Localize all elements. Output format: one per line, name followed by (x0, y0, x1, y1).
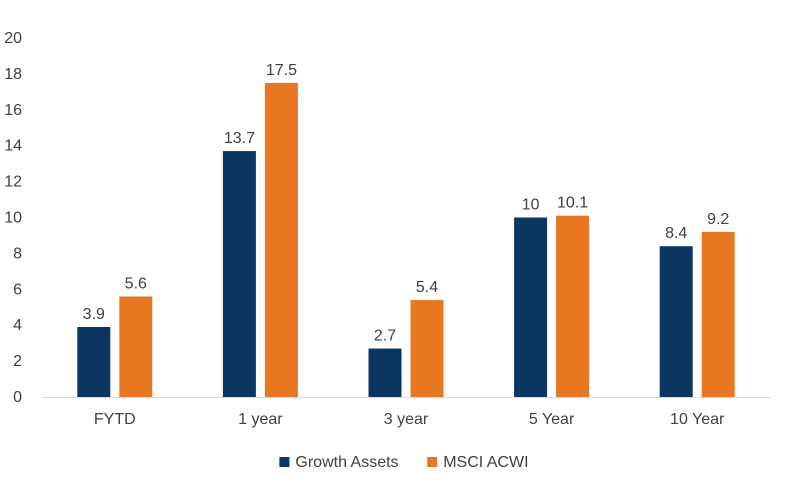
bar-msci-acwi[interactable] (410, 300, 444, 397)
y-tick-label: 14 (4, 138, 22, 155)
data-label: 9.2 (707, 211, 729, 228)
legend-label: Growth Assets (295, 454, 398, 471)
y-tick-label: 4 (13, 317, 22, 334)
bar-growth-assets[interactable] (514, 217, 548, 398)
y-tick-label: 12 (4, 174, 22, 191)
data-label: 3.9 (83, 306, 105, 323)
data-label: 5.6 (125, 275, 147, 292)
y-tick-label: 10 (4, 210, 22, 227)
data-label: 10.1 (557, 195, 588, 212)
data-label: 2.7 (374, 328, 396, 345)
x-tick-label: 5 Year (529, 411, 575, 428)
y-tick-label: 0 (13, 389, 22, 406)
x-tick-label: 1 year (238, 411, 283, 428)
bar-msci-acwi[interactable] (701, 231, 735, 397)
bars-group (77, 82, 735, 398)
data-label: 10 (522, 197, 540, 214)
x-tick-label: FYTD (94, 411, 136, 428)
legend: Growth Assets MSCI ACWI (279, 454, 529, 471)
data-label: 8.4 (665, 225, 687, 242)
data-labels-group: 3.9 5.6 13.7 17.5 2.7 5.4 10 10.1 8.4 9.2 (83, 62, 730, 345)
x-tick-label: 10 Year (670, 411, 725, 428)
bar-growth-assets[interactable] (659, 246, 693, 397)
y-tick-label: 16 (4, 102, 22, 119)
data-label: 5.4 (416, 279, 438, 296)
y-tick-label: 8 (13, 245, 22, 262)
bar-growth-assets[interactable] (77, 326, 111, 397)
bar-growth-assets[interactable] (368, 348, 402, 397)
x-axis: FYTD 1 year 3 year 5 Year 10 Year (42, 397, 770, 428)
bar-msci-acwi[interactable] (264, 82, 298, 397)
legend-swatch (279, 457, 290, 467)
y-tick-label: 6 (13, 281, 22, 298)
y-tick-label: 2 (13, 353, 22, 370)
legend-swatch (427, 457, 438, 467)
y-tick-label: 20 (4, 30, 22, 47)
data-label: 13.7 (224, 130, 255, 147)
bar-msci-acwi[interactable] (119, 296, 153, 397)
y-tick-label: 18 (4, 66, 22, 83)
bar-growth-assets[interactable] (222, 151, 256, 397)
x-tick-label: 3 year (384, 411, 429, 428)
y-axis: 0 2 4 6 8 10 12 14 16 18 20 (4, 30, 22, 406)
legend-label: MSCI ACWI (443, 454, 528, 471)
bar-msci-acwi[interactable] (556, 215, 590, 397)
data-label: 17.5 (266, 62, 297, 79)
